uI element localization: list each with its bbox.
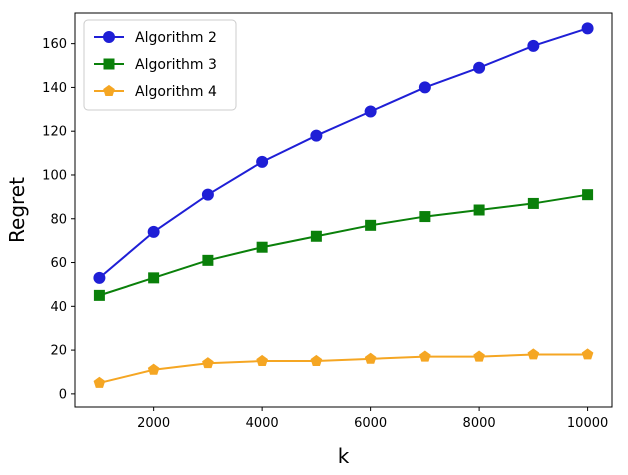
y-tick-label: 140: [42, 81, 67, 96]
legend-marker: [103, 31, 115, 43]
x-tick-label: 2000: [137, 416, 170, 431]
data-point: [473, 350, 485, 362]
series-line: [98, 27, 588, 279]
plot-frame: [74, 12, 613, 408]
data-point: [473, 61, 486, 74]
data-point: [147, 225, 160, 238]
axis-layer: 2000 4000 6000 8000 10000 0 20 40 60 80 100 120 140 1…: [42, 12, 613, 431]
y-tick-label: 80: [50, 212, 67, 227]
data-point: [93, 289, 105, 301]
plot-layer: [93, 22, 594, 388]
data-point: [202, 357, 214, 369]
legend-entry: Algorithm 4: [94, 84, 217, 100]
data-point: [256, 354, 268, 366]
data-point: [365, 219, 377, 231]
y-tick-label: 120: [42, 125, 67, 140]
series-line: [99, 353, 588, 384]
data-point: [310, 129, 323, 142]
data-point: [256, 241, 268, 253]
data-point: [473, 204, 485, 216]
data-point: [527, 39, 540, 52]
data-point: [93, 271, 106, 284]
data-point: [310, 230, 322, 242]
data-point: [310, 354, 323, 366]
legend: Algorithm 2 Algorithm 3 Algorithm 4: [83, 19, 237, 111]
x-tick-label: 4000: [246, 416, 279, 431]
data-point: [418, 81, 431, 94]
data-point: [93, 376, 106, 388]
legend-label: Algorithm 2: [135, 30, 217, 46]
data-point: [202, 254, 214, 266]
data-point: [256, 155, 269, 168]
y-tick-label: 40: [50, 300, 67, 315]
series-2: [93, 189, 594, 301]
x-tick-label: 8000: [463, 416, 496, 431]
legend-marker: [103, 84, 115, 96]
data-point: [147, 363, 160, 375]
series-3: [93, 348, 594, 388]
data-point: [527, 197, 539, 209]
data-point: [364, 105, 377, 118]
legend-marker: [103, 58, 115, 70]
legend-label: Algorithm 3: [135, 57, 217, 73]
y-tick-label: 20: [50, 344, 67, 359]
x-axis-label: k: [338, 444, 350, 468]
series-1: [93, 22, 594, 284]
y-tick-label: 100: [42, 168, 67, 183]
legend-entry: Algorithm 2: [94, 30, 217, 46]
y-tick-label: 160: [42, 37, 67, 52]
x-tick-label: 6000: [354, 416, 387, 431]
legend-box: [83, 19, 237, 111]
data-point: [581, 22, 594, 35]
data-point: [527, 348, 540, 360]
y-tick-label: 60: [50, 256, 67, 271]
x-tick-label: 10000: [567, 416, 608, 431]
legend-entry: Algorithm 3: [94, 57, 217, 73]
data-point: [201, 188, 214, 201]
data-point: [419, 350, 431, 362]
y-tick-label: 0: [59, 387, 67, 402]
y-axis-label: Regret: [5, 177, 29, 243]
data-point: [581, 348, 594, 360]
data-point: [148, 272, 160, 284]
data-point: [364, 352, 377, 364]
data-point: [419, 211, 431, 223]
legend-label: Algorithm 4: [135, 84, 217, 100]
data-point: [582, 189, 594, 201]
series-line: [99, 193, 588, 297]
